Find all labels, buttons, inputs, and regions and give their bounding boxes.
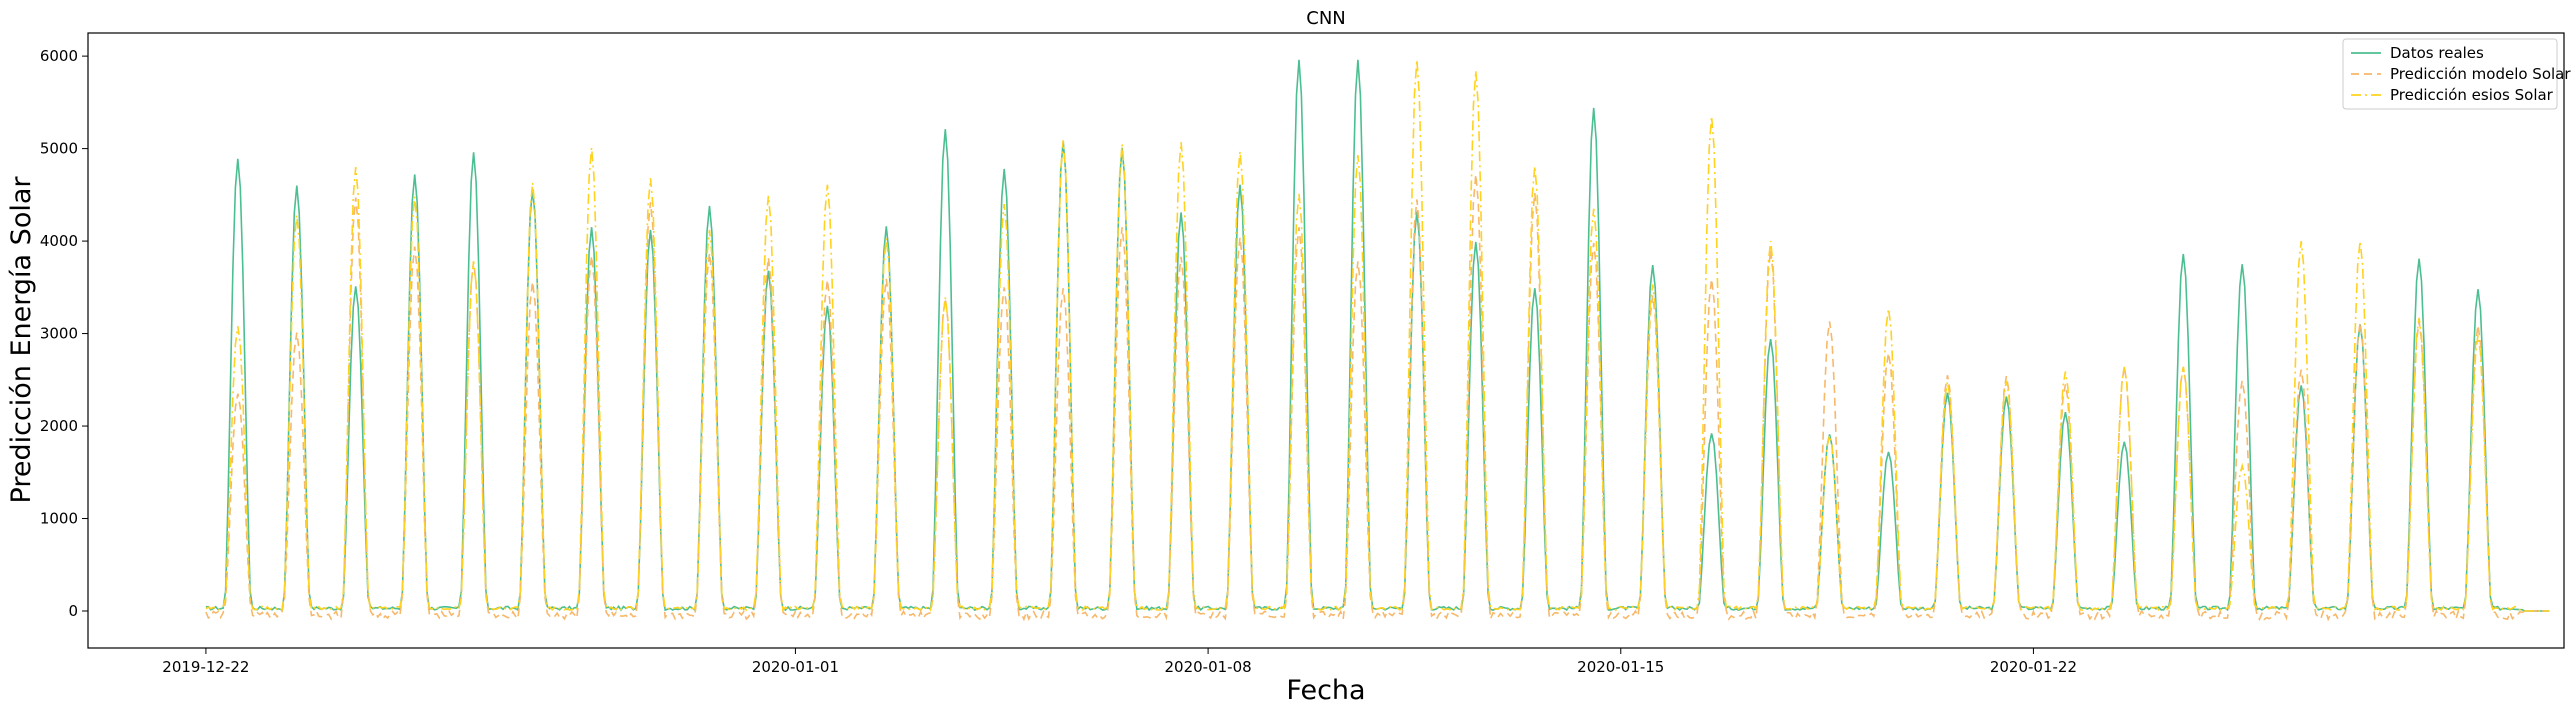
y-axis: 0 1000 2000 3000 4000 5000 6000 [40,47,88,620]
legend-box [2342,38,2558,110]
plot-area [87,32,2565,649]
y-tick-label: 0 [68,602,78,620]
legend: Datos reales Predicción modelo Solar Predi… [2342,38,2571,110]
chart-title: CNN [1306,8,1346,29]
x-tick-label: 2020-01-01 [752,658,839,676]
x-axis: 2019-12-22 2020-01-01 2020-01-08 2020-01-15… [162,648,2077,676]
y-tick-label: 4000 [40,232,78,250]
y-tick-label: 6000 [40,47,78,65]
x-tick-label: 2020-01-15 [1577,658,1664,676]
y-tick-label: 3000 [40,325,78,343]
x-tick-label: 2019-12-22 [162,658,249,676]
legend-label: Predicción esios Solar [2390,86,2554,104]
y-axis-label: Predicción Energía Solar [6,176,37,504]
series-line-3 [205,59,2550,612]
legend-label: Datos reales [2390,44,2484,62]
y-tick-label: 2000 [40,417,78,435]
y-tick-label: 5000 [40,140,78,158]
series-line-1 [205,59,2550,612]
x-axis-label: Fecha [1286,675,1365,706]
series-layer [205,59,2550,622]
x-tick-label: 2020-01-08 [1165,658,1252,676]
x-tick-label: 2020-01-22 [1990,658,2077,676]
legend-label: Predicción modelo Solar [2390,65,2571,83]
series-line-2 [205,174,2550,622]
y-tick-label: 1000 [40,510,78,528]
